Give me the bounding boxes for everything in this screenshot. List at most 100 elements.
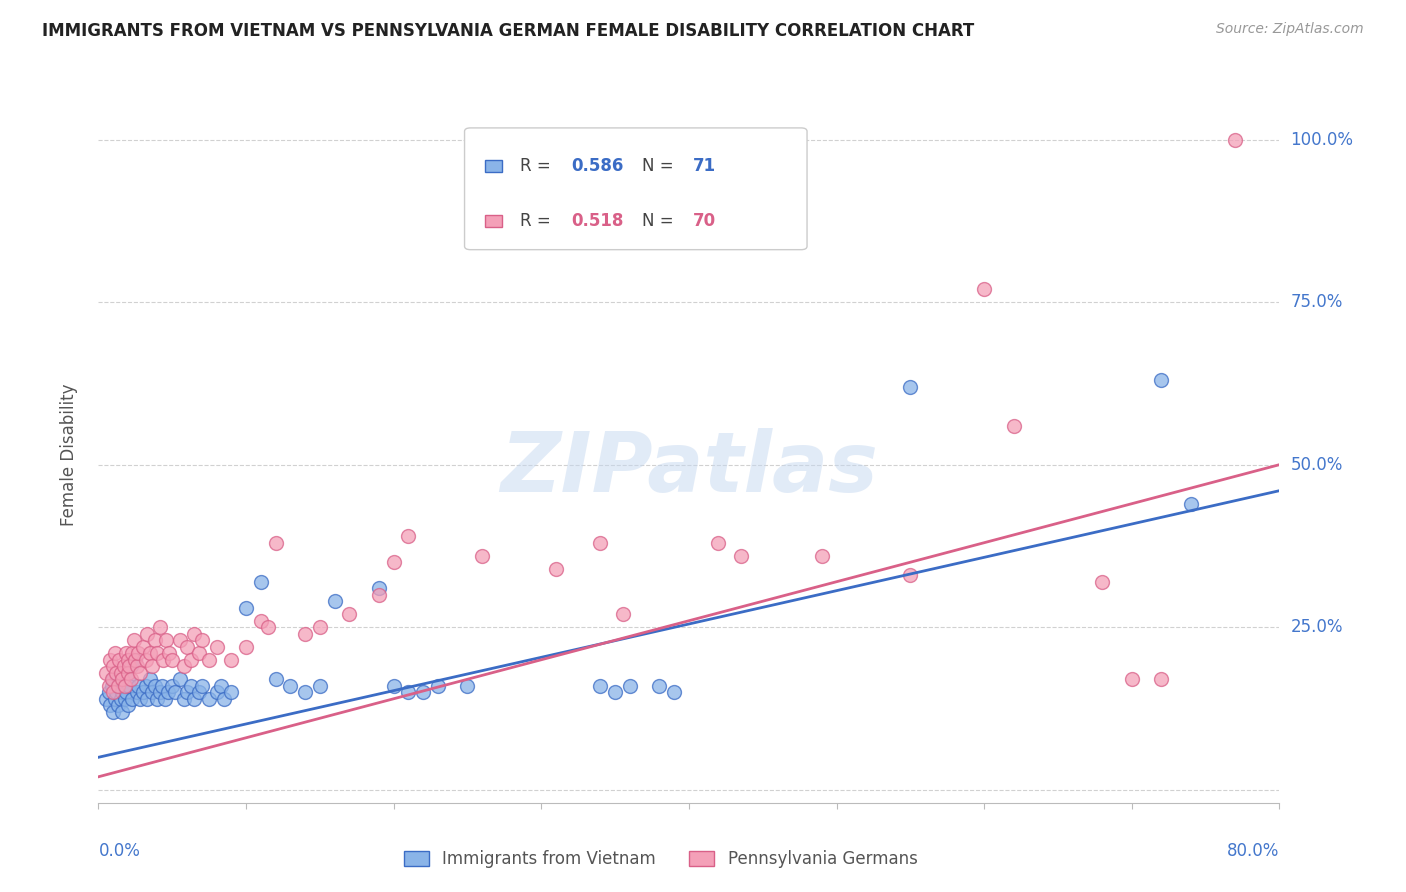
Text: ZIPatlas: ZIPatlas	[501, 428, 877, 509]
Point	[427, 679, 450, 693]
Point	[278, 679, 302, 693]
Point	[589, 535, 612, 549]
Text: R =: R =	[520, 212, 555, 230]
Point	[108, 679, 131, 693]
Point	[115, 685, 138, 699]
Point	[191, 633, 214, 648]
Text: 75.0%: 75.0%	[1291, 293, 1343, 311]
Point	[97, 685, 120, 699]
Point	[153, 691, 176, 706]
Point	[165, 685, 187, 699]
Point	[117, 698, 139, 713]
Point	[136, 691, 159, 706]
Point	[619, 679, 641, 693]
Text: 100.0%: 100.0%	[1291, 130, 1354, 149]
Point	[94, 691, 117, 706]
Point	[250, 574, 273, 589]
Point	[125, 685, 148, 699]
Point	[149, 620, 172, 634]
Point	[115, 646, 138, 660]
Point	[143, 633, 166, 648]
Point	[309, 679, 332, 693]
Point	[707, 535, 730, 549]
Point	[103, 672, 125, 686]
Point	[139, 672, 162, 686]
Point	[205, 685, 228, 699]
Point	[589, 679, 612, 693]
Point	[1180, 497, 1202, 511]
FancyBboxPatch shape	[485, 160, 502, 172]
Point	[117, 653, 139, 667]
Point	[176, 685, 198, 699]
Point	[121, 646, 143, 660]
Point	[1150, 672, 1173, 686]
Point	[127, 679, 149, 693]
Point	[100, 672, 122, 686]
Point	[396, 685, 419, 699]
Point	[1091, 574, 1114, 589]
Point	[103, 705, 125, 719]
Text: 70: 70	[693, 212, 716, 230]
Point	[146, 691, 169, 706]
Point	[120, 672, 142, 686]
Point	[114, 691, 136, 706]
Point	[118, 679, 141, 693]
Point	[471, 549, 494, 563]
Point	[103, 659, 125, 673]
Point	[132, 640, 155, 654]
Point	[1150, 373, 1173, 387]
FancyBboxPatch shape	[485, 215, 502, 227]
Point	[730, 549, 752, 563]
Point	[612, 607, 634, 622]
Text: 80.0%: 80.0%	[1227, 842, 1279, 860]
Point	[150, 679, 173, 693]
Text: 0.586: 0.586	[571, 157, 623, 175]
Point	[111, 672, 134, 686]
Legend: Immigrants from Vietnam, Pennsylvania Germans: Immigrants from Vietnam, Pennsylvania Ge…	[398, 844, 924, 875]
Y-axis label: Female Disability: Female Disability	[59, 384, 77, 526]
Text: 0.518: 0.518	[571, 212, 623, 230]
Point	[368, 581, 391, 595]
Point	[104, 646, 127, 660]
Point	[648, 679, 671, 693]
Point	[98, 698, 121, 713]
Point	[136, 626, 159, 640]
Point	[112, 679, 135, 693]
Point	[97, 679, 120, 693]
Point	[118, 659, 141, 673]
Point	[108, 653, 131, 667]
Point	[294, 685, 316, 699]
Point	[125, 659, 148, 673]
Point	[257, 620, 280, 634]
Point	[124, 653, 146, 667]
Point	[152, 653, 174, 667]
Point	[250, 614, 273, 628]
Point	[1002, 418, 1025, 433]
Point	[456, 679, 478, 693]
Point	[309, 620, 332, 634]
Point	[155, 633, 177, 648]
Point	[183, 626, 205, 640]
Point	[183, 691, 205, 706]
Point	[191, 679, 214, 693]
Point	[122, 633, 145, 648]
Point	[212, 691, 235, 706]
Text: Source: ZipAtlas.com: Source: ZipAtlas.com	[1216, 22, 1364, 37]
Point	[173, 691, 195, 706]
Point	[94, 665, 117, 680]
Point	[110, 665, 132, 680]
Point	[143, 679, 166, 693]
Text: R =: R =	[520, 157, 555, 175]
Point	[368, 588, 391, 602]
Point	[1121, 672, 1143, 686]
Point	[135, 679, 157, 693]
Point	[146, 646, 169, 660]
Point	[382, 679, 405, 693]
Point	[100, 679, 122, 693]
Point	[337, 607, 360, 622]
Point	[107, 679, 129, 693]
Point	[128, 691, 150, 706]
Point	[107, 698, 129, 713]
Point	[205, 640, 228, 654]
Point	[110, 691, 132, 706]
